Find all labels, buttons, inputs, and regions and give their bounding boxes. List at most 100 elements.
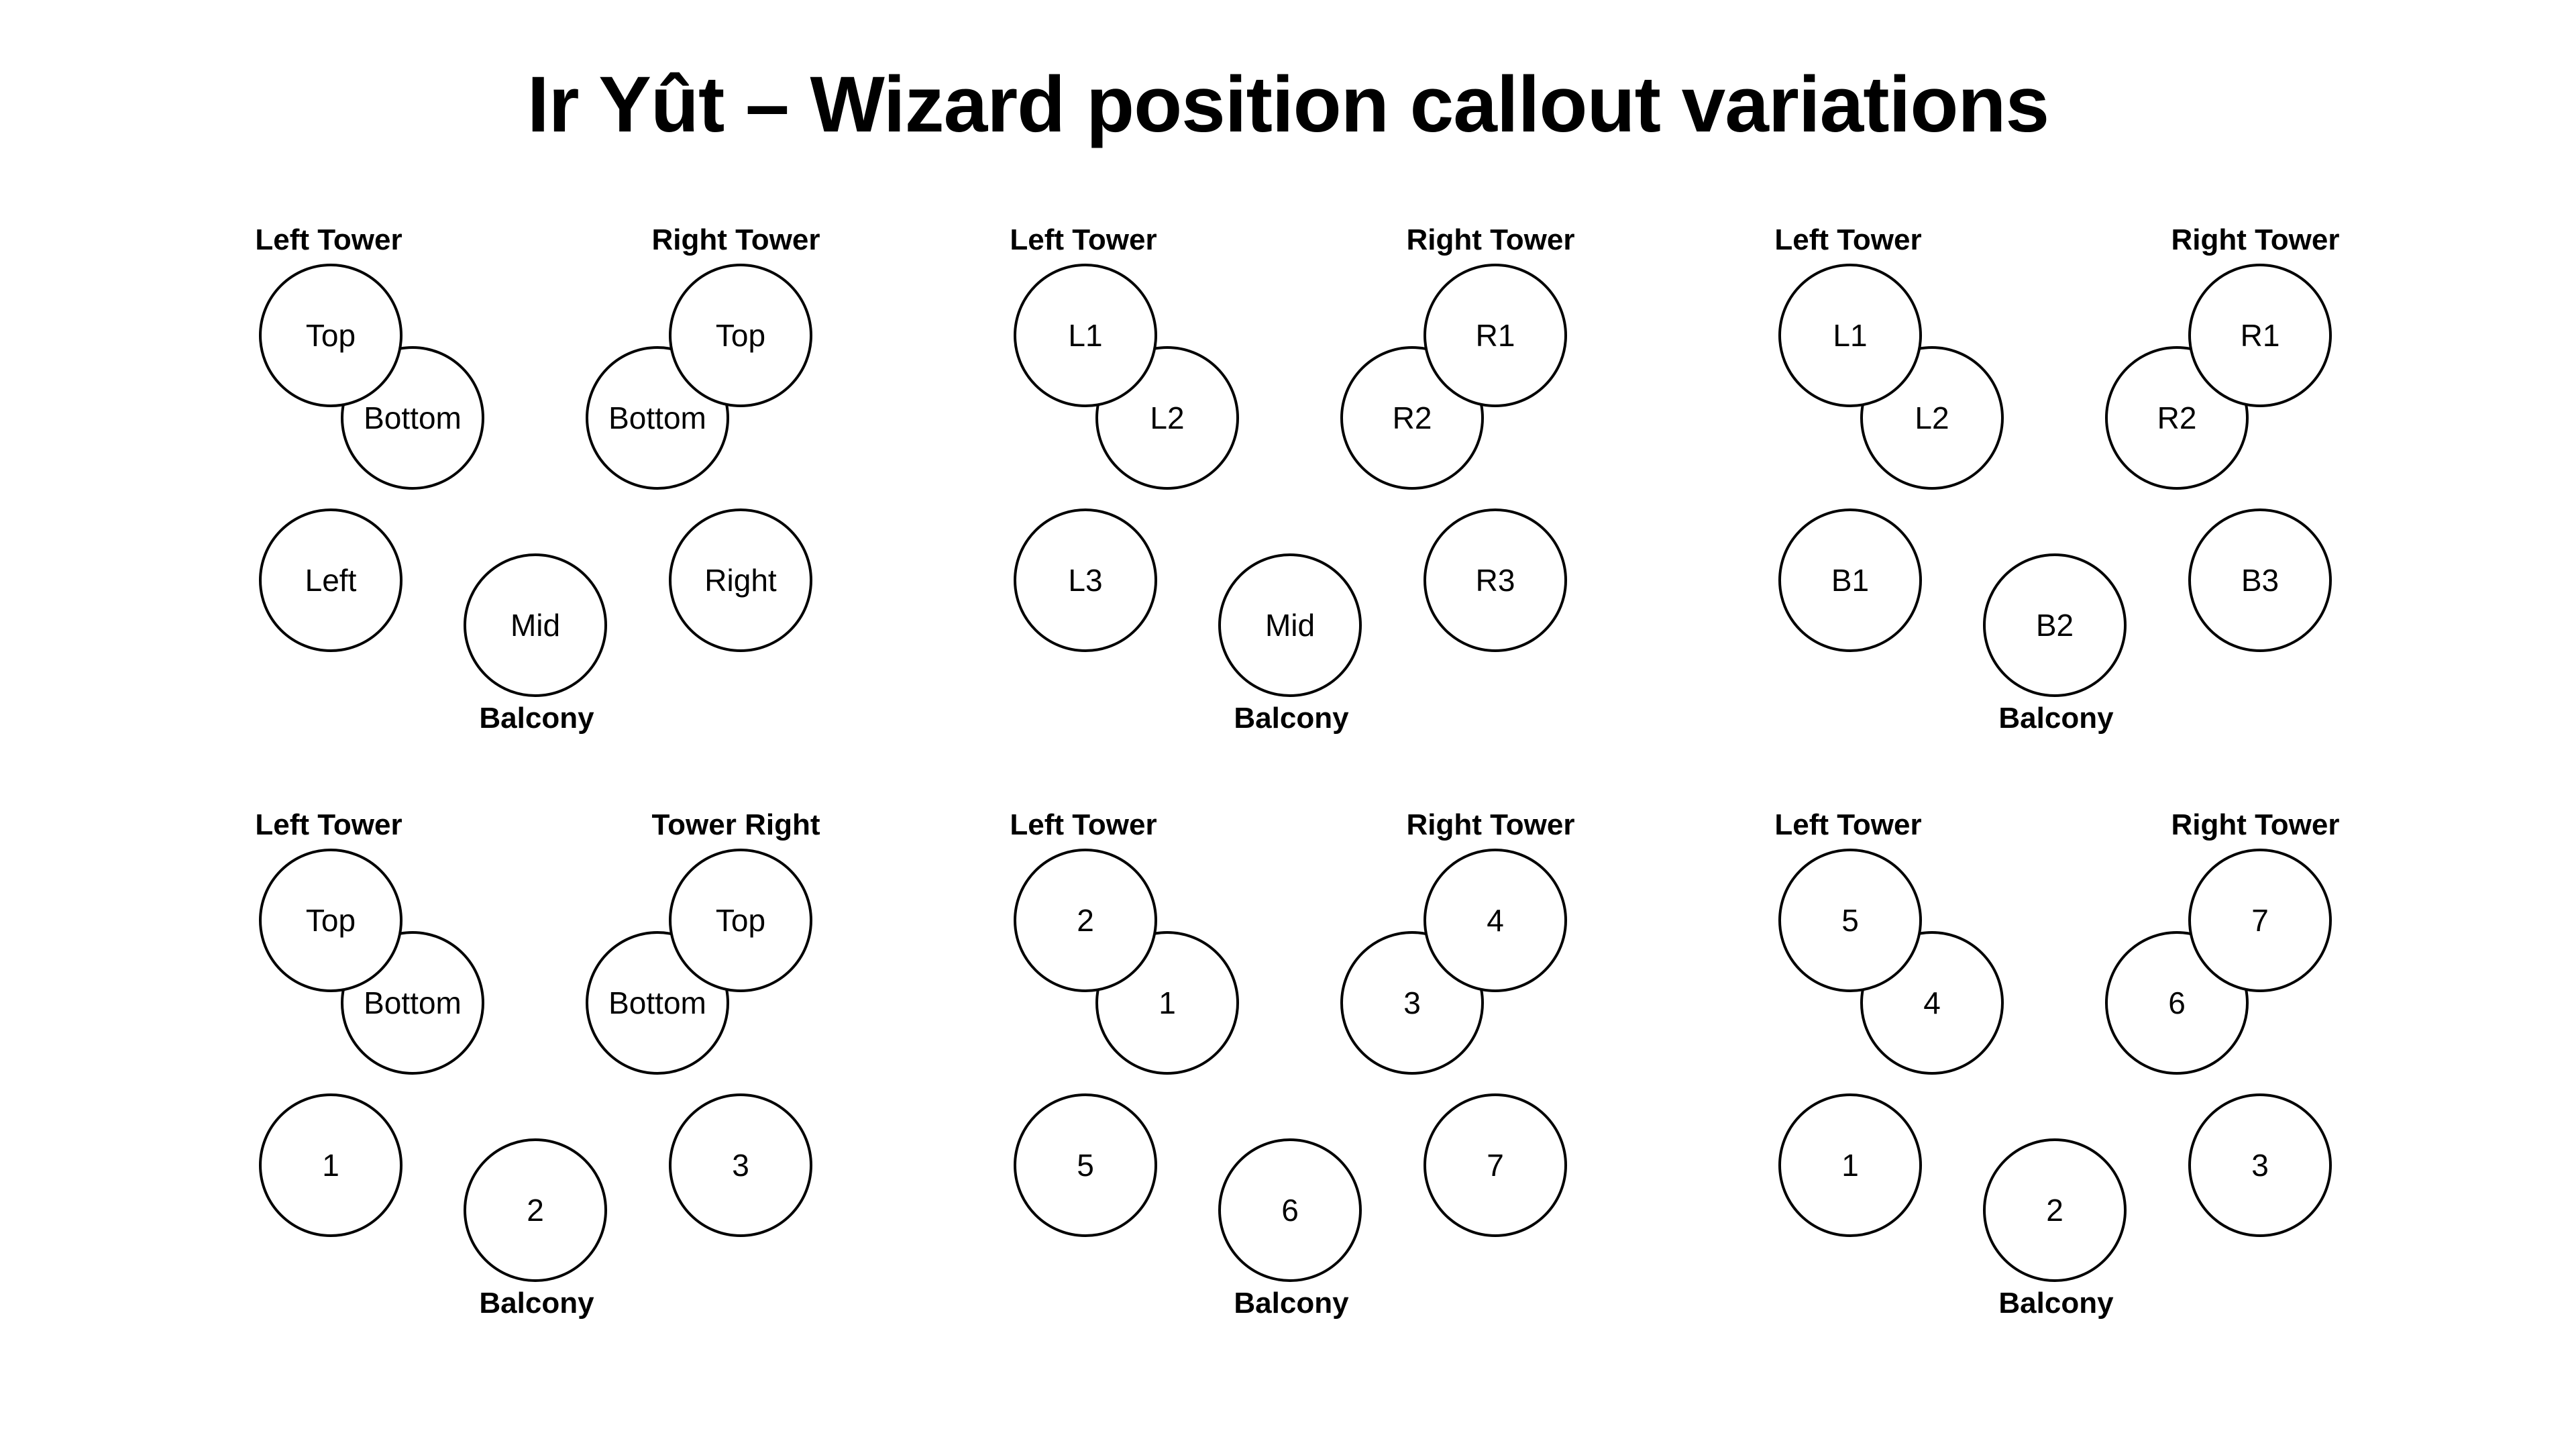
position-circle [1983, 553, 2127, 697]
position-left: 1 [1778, 1093, 1922, 1237]
position-label: Mid [511, 608, 560, 643]
position-right: Right [669, 508, 812, 652]
position-lt-top: L1 [1014, 264, 1157, 407]
position-circle [669, 849, 812, 992]
balcony-label: Balcony [1998, 1287, 2114, 1320]
position-label: 4 [1923, 985, 1941, 1020]
position-rt-top: 7 [2188, 849, 2332, 992]
variation-panel-6: Left Tower Right Tower 4 5 6 7 1 2 3 Balcony [1774, 808, 2339, 1320]
position-right: 7 [1424, 1093, 1567, 1237]
position-right: 3 [2188, 1093, 2332, 1237]
variation-panel-5: Left Tower Right Tower 1 2 3 4 5 6 7 Balcony [1010, 808, 1574, 1320]
position-label: B1 [1831, 563, 1869, 598]
position-label: B2 [2036, 608, 2074, 643]
left-tower-label: Left Tower [1774, 223, 1921, 256]
position-rt-top: Top [669, 264, 812, 407]
position-rt-top: R1 [2188, 264, 2332, 407]
position-label: Bottom [608, 985, 706, 1020]
position-label: Right [704, 563, 777, 598]
position-lt-top: L1 [1778, 264, 1922, 407]
position-circle [1014, 1093, 1157, 1237]
position-left: B1 [1778, 508, 1922, 652]
position-label: 5 [1077, 1148, 1094, 1183]
position-label: B3 [2241, 563, 2279, 598]
position-label: Bottom [364, 985, 462, 1020]
position-circle [1778, 264, 1922, 407]
position-label: 1 [1159, 985, 1176, 1020]
balcony-label: Balcony [1234, 1287, 1349, 1320]
page-title: Ir Yût – Wizard position callout variati… [527, 60, 2049, 149]
position-label: L2 [1150, 400, 1184, 435]
position-lt-top: Top [259, 849, 402, 992]
position-circle [1424, 508, 1567, 652]
position-label: 2 [2046, 1193, 2063, 1228]
position-circle [1424, 1093, 1567, 1237]
position-right: 3 [669, 1093, 812, 1237]
position-circle [1014, 849, 1157, 992]
position-label: 7 [2251, 903, 2269, 938]
position-mid: B2 [1983, 553, 2127, 697]
position-circle [669, 1093, 812, 1237]
position-lt-top: 2 [1014, 849, 1157, 992]
position-circle [2188, 849, 2332, 992]
right-tower-label: Right Tower [2171, 808, 2340, 841]
position-label: 3 [2251, 1148, 2269, 1183]
position-circle [259, 264, 402, 407]
position-circle [464, 1138, 607, 1282]
position-circle [2188, 508, 2332, 652]
position-label: 1 [322, 1148, 339, 1183]
position-mid: Mid [464, 553, 607, 697]
balcony-label: Balcony [1998, 702, 2114, 735]
position-label: Mid [1265, 608, 1315, 643]
position-left: 1 [259, 1093, 402, 1237]
right-tower-label: Right Tower [652, 223, 820, 256]
position-label: 6 [1281, 1193, 1299, 1228]
position-right: B3 [2188, 508, 2332, 652]
position-circle [1014, 264, 1157, 407]
position-label: Top [716, 903, 765, 938]
position-mid: 6 [1218, 1138, 1362, 1282]
position-circle [1983, 1138, 2127, 1282]
position-right: R3 [1424, 508, 1567, 652]
position-mid: 2 [1983, 1138, 2127, 1282]
balcony-label: Balcony [479, 1287, 594, 1320]
right-tower-label: Right Tower [2171, 223, 2340, 256]
position-lt-top: 5 [1778, 849, 1922, 992]
left-tower-label: Left Tower [255, 808, 402, 841]
position-label: Left [305, 563, 357, 598]
variation-panel-2: Left Tower Right Tower L2 L1 R2 R1 L3 Mid R3 Balc… [1010, 223, 1574, 735]
position-label: 2 [1077, 903, 1094, 938]
position-label: R1 [2241, 318, 2280, 353]
position-circle [259, 508, 402, 652]
position-label: R3 [1476, 563, 1515, 598]
position-rt-top: R1 [1424, 264, 1567, 407]
position-circle [1014, 508, 1157, 652]
position-label: 5 [1841, 903, 1859, 938]
balcony-label: Balcony [1234, 702, 1349, 735]
position-label: R2 [2157, 400, 2197, 435]
position-circle [259, 1093, 402, 1237]
balcony-label: Balcony [479, 702, 594, 735]
left-tower-label: Left Tower [255, 223, 402, 256]
position-rt-top: 4 [1424, 849, 1567, 992]
position-circle [669, 264, 812, 407]
position-label: 3 [732, 1148, 749, 1183]
position-circle [2188, 1093, 2332, 1237]
position-label: 6 [2168, 985, 2186, 1020]
variation-panel-3: Left Tower Right Tower L2 L1 R2 R1 B1 B2 B3 Balco… [1774, 223, 2339, 735]
position-circle [1218, 1138, 1362, 1282]
position-circle [2188, 264, 2332, 407]
position-circle [1778, 849, 1922, 992]
position-label: L3 [1068, 563, 1102, 598]
left-tower-label: Left Tower [1774, 808, 1921, 841]
left-tower-label: Left Tower [1010, 223, 1157, 256]
right-tower-label: Right Tower [1407, 223, 1575, 256]
position-circle [1778, 508, 1922, 652]
left-tower-label: Left Tower [1010, 808, 1157, 841]
position-circle [1424, 849, 1567, 992]
position-circle [669, 508, 812, 652]
position-label: Bottom [364, 400, 462, 435]
position-mid: 2 [464, 1138, 607, 1282]
position-rt-top: Top [669, 849, 812, 992]
